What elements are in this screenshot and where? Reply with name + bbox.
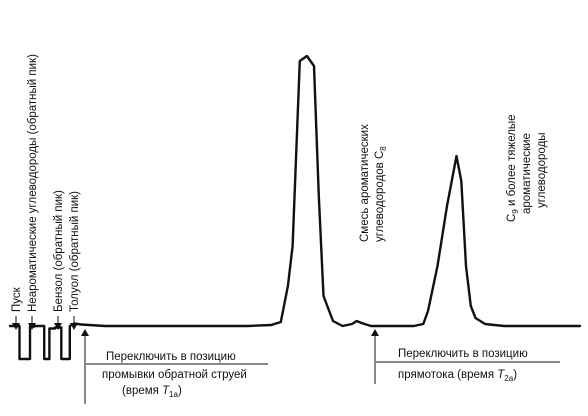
start-label: Пуск [11, 286, 23, 312]
c8-peak-label: Смесь ароматических углеводородов С8 [359, 124, 388, 242]
nonaromatic-marker: Неароматические углеводороды (обратный п… [27, 54, 39, 330]
backflush-line1: Переключить в позицию [106, 351, 236, 363]
benzene-marker: Бензол (обратный пик) [53, 190, 65, 330]
start-arrow-head [12, 323, 20, 330]
backflush-line3: (время Т1а) [122, 385, 182, 399]
nonaromatic-arrow-head [28, 323, 36, 330]
benzene-arrow-head [54, 323, 62, 330]
c9-label-line2: ароматические [521, 133, 533, 214]
forward-flow-annotation: Переключить в позицию прямотока (время Т… [371, 329, 560, 384]
toluene-marker: Толуол (обратный пик) [69, 191, 81, 330]
toluene-label: Толуол (обратный пик) [69, 191, 81, 312]
toluene-arrow-head [70, 323, 78, 330]
c8-label-line2: углеводородов С8 [374, 146, 388, 242]
forward-flow-line2: прямотока (время Т2а) [398, 369, 517, 383]
backflush-line2: промывки обратной струей [102, 369, 247, 381]
forward-flow-line1: Переключить в позицию [398, 348, 528, 360]
c9-label-line3: углеводороды [536, 132, 548, 208]
chromatogram-line [8, 54, 582, 361]
c8-label-line1: Смесь ароматических [359, 124, 371, 242]
forward-flow-arrow-head [371, 329, 379, 336]
c9-label-line1: С9 и более тяжелые [506, 114, 520, 222]
backflush-arrow-head [81, 329, 89, 336]
nonaromatic-label: Неароматические углеводороды (обратный п… [27, 54, 39, 312]
backflush-annotation: Переключить в позицию промывки обратной … [81, 329, 268, 404]
chromatogram-trace-layer [8, 54, 582, 361]
c9-peak-label: С9 и более тяжелые ароматические углевод… [506, 114, 548, 222]
start-marker: Пуск [11, 286, 23, 330]
benzene-label: Бензол (обратный пик) [53, 190, 65, 312]
